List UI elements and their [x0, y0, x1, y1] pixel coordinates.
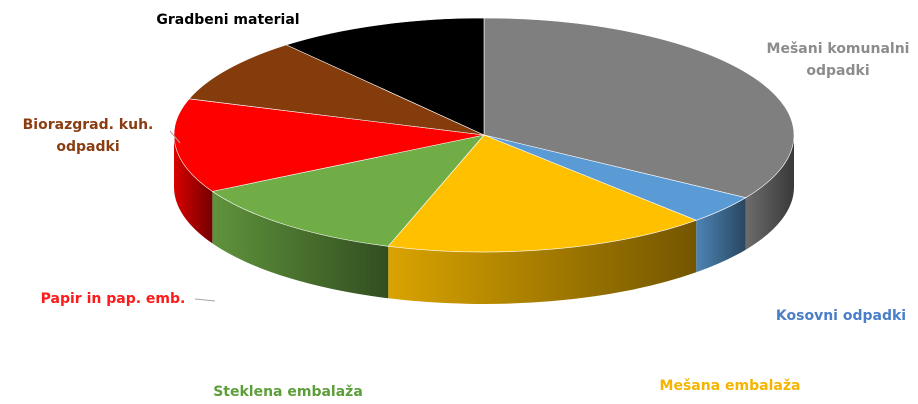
- leader-line: [169, 130, 181, 144]
- slice-label: Mešana embalaža: [660, 378, 801, 394]
- pie-slice: [285, 17, 485, 136]
- slice-label: Gradbeni material: [156, 12, 299, 28]
- pie-slice-side: [388, 220, 697, 304]
- slice-label-line: Mešana embalaža: [660, 378, 801, 394]
- slice-label-line: odpadki: [56, 139, 119, 155]
- pie-slice: [173, 98, 485, 192]
- pie-slice-side: [212, 191, 389, 299]
- pie-slice: [483, 17, 795, 199]
- pie-slice-side: [696, 197, 746, 273]
- slice-label-line: Biorazgrad. kuh.: [23, 117, 154, 133]
- slice-label-line: Mešani komunalni: [767, 41, 910, 57]
- slice-label-line: odpadki: [806, 63, 869, 79]
- pie-slice: [188, 44, 485, 136]
- slice-label: Biorazgrad. kuh. odpadki: [23, 117, 154, 155]
- slice-label: Papir in pap. emb.: [41, 291, 186, 307]
- pie-side-walls: [174, 135, 794, 304]
- slice-label: Steklena embalaža: [213, 384, 363, 400]
- pie-labels: Mešani komunalni odpadki Kosovni odpadki Me…: [23, 12, 910, 400]
- pie-slice: [387, 134, 698, 253]
- slice-label-line: Papir in pap. emb.: [41, 291, 186, 307]
- slice-label-line: Steklena embalaža: [213, 384, 363, 400]
- pie-slice-side: [174, 135, 213, 244]
- leader-line: [194, 298, 216, 302]
- slice-label-line: Kosovni odpadki: [776, 308, 906, 324]
- pie-slice: [211, 134, 485, 247]
- pie-slice-side: [745, 135, 794, 250]
- slice-label-line: Gradbeni material: [156, 12, 299, 28]
- slice-label: Kosovni odpadki: [776, 308, 906, 324]
- pie-top-faces: [173, 17, 795, 253]
- slice-label: Mešani komunalni odpadki: [767, 41, 910, 79]
